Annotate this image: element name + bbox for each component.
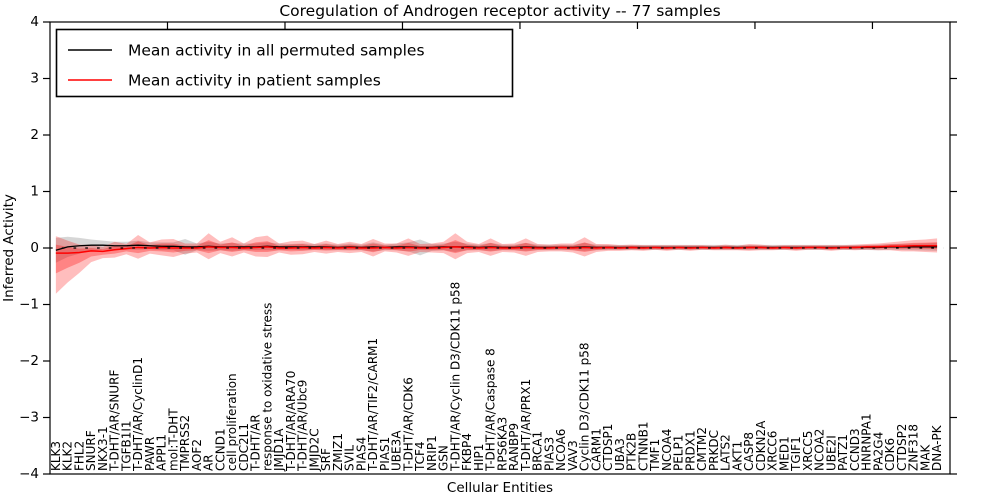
x-tick-label: CDKN2A <box>754 420 768 471</box>
x-tick-label: NCOA4 <box>660 429 674 471</box>
x-tick-label: HIP1 <box>472 444 486 471</box>
x-tick-label: T-DHT/AR/Ubc9 <box>296 380 310 472</box>
x-tick-label: PAWR <box>143 437 157 471</box>
patient-mean-line <box>55 244 938 254</box>
x-tick-label: SNURF <box>84 430 98 471</box>
y-tick-label: 3 <box>30 71 39 87</box>
plot-area: 43210−1−2−3−4KLK3KLK2FHL2SNURFNKX3-1T-DH… <box>19 14 957 482</box>
plot-frame <box>49 21 951 475</box>
x-tick-label: T-DHT/AR/SNURF <box>108 370 122 473</box>
x-tick-label: APPL1 <box>155 434 169 471</box>
x-tick-label: XRCC6 <box>766 431 780 471</box>
x-tick-label: RANBP9 <box>507 423 521 471</box>
x-tick-label: PIAS4 <box>354 437 368 471</box>
x-tick-label: UBE3A <box>390 430 404 471</box>
x-tick-label: CTDSP2 <box>895 424 909 471</box>
x-tick-label: KLK3 <box>49 441 63 471</box>
x-tick-label: AR <box>202 454 216 471</box>
x-tick-label: AKT1 <box>730 441 744 471</box>
x-tick-label: LATS2 <box>719 434 733 471</box>
x-tick-label: TCF4 <box>413 441 427 472</box>
x-tick-label: T-DHT/AR/ARA70 <box>284 371 298 472</box>
legend: Mean activity in all permuted samples Me… <box>55 28 514 98</box>
x-tick-label: NCOA2 <box>813 429 827 471</box>
x-tick-label: MED1 <box>777 436 791 471</box>
x-tick-label: XRCC5 <box>801 431 815 471</box>
y-tick-label: 0 <box>30 240 39 256</box>
x-tick-label: T-DHT/AR/TIF2/CARM1 <box>366 338 380 472</box>
x-tick-label: TMF1 <box>648 439 662 472</box>
x-tick-label: PTK2B <box>625 433 639 471</box>
x-tick-label: CTDSP1 <box>601 424 615 471</box>
y-tick-label: −3 <box>19 410 39 426</box>
x-tick-label: PRDX1 <box>683 430 697 471</box>
x-tick-label: CCND1 <box>213 428 227 471</box>
x-tick-label: CDC2L1 <box>237 423 251 471</box>
x-tick-label: T-DHT/AR/Caspase 8 <box>484 348 498 472</box>
x-tick-label: PIAS1 <box>378 437 392 471</box>
y-axis-title: Inferred Activity <box>1 194 17 302</box>
x-tick-label: PRKDC <box>707 430 721 471</box>
y-tick-label: 2 <box>30 127 39 143</box>
x-tick-label: RPS6KA3 <box>495 417 509 471</box>
x-tick-label: T-DHT/AR <box>249 414 263 472</box>
y-tick-label: −2 <box>19 353 39 369</box>
y-tick-label: 1 <box>30 184 39 200</box>
x-tick-label: NCOA6 <box>554 429 568 471</box>
x-tick-label: UBA3 <box>613 438 627 471</box>
x-tick-label: SRF <box>319 448 333 471</box>
x-tick-label: ZMIZ1 <box>331 433 345 471</box>
x-tick-label: DNA-PK <box>930 424 944 471</box>
x-tick-label: KLK2 <box>61 441 75 471</box>
x-tick-label: PELP1 <box>672 435 686 471</box>
x-tick-label: Cyclin D3/CDK11 p58 <box>578 342 592 471</box>
x-tick-label: TGIF1 <box>789 436 803 472</box>
x-tick-label: T-DHT/AR/CyclinD1 <box>131 357 145 472</box>
y-tick-label: −4 <box>19 466 39 482</box>
x-tick-label: HNRNPA1 <box>860 413 874 471</box>
x-tick-label: TGFB1I1 <box>119 420 133 472</box>
x-tick-label: T-DHT/AR/CDK6 <box>401 377 415 472</box>
x-tick-label: MAK <box>918 443 932 471</box>
permuted-band <box>55 236 938 263</box>
x-tick-label: ZNF318 <box>907 424 921 471</box>
x-tick-label: TMPRSS2 <box>178 415 192 472</box>
x-tick-label: NKX3-1 <box>96 426 110 471</box>
x-tick-label: UBE2I <box>824 435 838 471</box>
x-axis-title: Cellular Entities <box>447 480 553 496</box>
x-tick-label: cell proliferation <box>225 373 239 471</box>
x-tick-label: mol:T-DHT <box>166 408 180 471</box>
x-tick-label: response to oxidative stress <box>260 303 274 471</box>
x-tick-label: FHL2 <box>72 441 86 471</box>
x-tick-label: SVIL <box>343 445 357 471</box>
chart-title: Coregulation of Androgen receptor activi… <box>279 2 720 20</box>
x-tick-label: AOF2 <box>190 439 204 471</box>
x-tick-label: FKBP4 <box>460 433 474 471</box>
x-tick-label: JMJD2C <box>307 428 321 472</box>
x-tick-label: CARM1 <box>589 428 603 471</box>
x-tick-label: NRIP1 <box>425 435 439 471</box>
x-tick-label: PATZ1 <box>836 434 850 471</box>
x-tick-label: PA2G4 <box>871 432 885 471</box>
x-tick-label: CTNNB1 <box>636 421 650 471</box>
x-tick-label: T-DHT/AR/Cyclin D3/CDK11 p58 <box>448 282 462 472</box>
x-tick-label: VAV3 <box>566 440 580 471</box>
x-tick-label: CASP8 <box>742 432 756 471</box>
x-tick-label: PIAS3 <box>542 437 556 471</box>
x-tick-label: T-DHT/AR/PRX1 <box>519 379 533 472</box>
x-tick-label: BRCA1 <box>531 431 545 471</box>
x-tick-label: CMTM2 <box>695 427 709 471</box>
x-tick-label: CDK6 <box>883 438 897 471</box>
legend-box <box>55 28 514 98</box>
x-tick-label: CCND3 <box>848 428 862 471</box>
x-tick-label: JMJD1A <box>272 428 286 472</box>
legend-label-patient: Mean activity in patient samples <box>128 72 381 90</box>
y-tick-label: 4 <box>30 14 39 30</box>
legend-label-permuted: Mean activity in all permuted samples <box>128 42 425 60</box>
y-tick-label: −1 <box>19 297 39 313</box>
x-tick-label: GSN <box>437 445 451 471</box>
